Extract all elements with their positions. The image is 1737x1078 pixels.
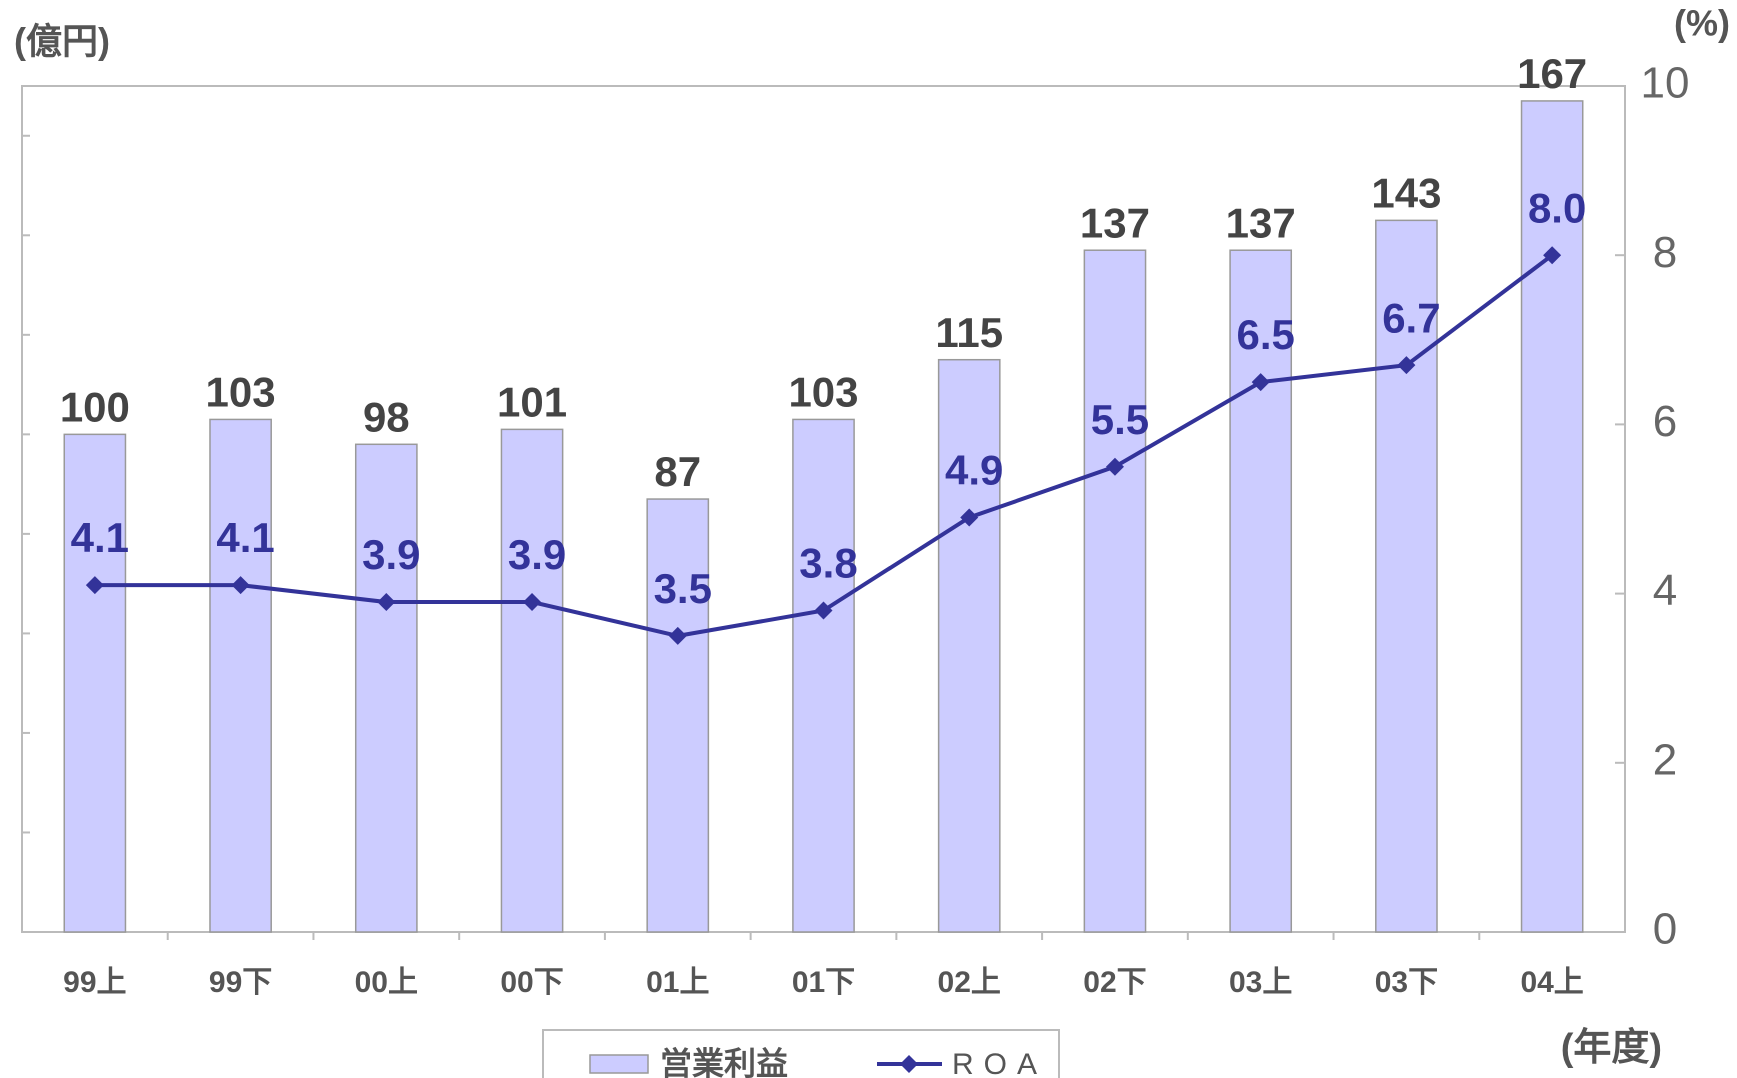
line-marker bbox=[1251, 373, 1270, 392]
bar bbox=[646, 498, 710, 933]
x-tick-label: 99下 bbox=[209, 966, 272, 999]
line-marker bbox=[377, 593, 396, 612]
line-value-label: 3.9 bbox=[508, 531, 566, 578]
x-tick-label: 04上 bbox=[1520, 966, 1583, 999]
y2-tick-label: 8 bbox=[1653, 228, 1677, 277]
y2-tick-label: 10 bbox=[1641, 59, 1690, 108]
y2-tick-label: 0 bbox=[1653, 905, 1677, 954]
line-marker bbox=[523, 593, 542, 612]
x-tick-label: 00上 bbox=[355, 966, 418, 999]
line-value-label: 6.5 bbox=[1236, 311, 1294, 358]
bar-value-label: 143 bbox=[1371, 169, 1441, 216]
legend-label: ROA bbox=[952, 1048, 1047, 1078]
bar-value-label: 167 bbox=[1517, 50, 1587, 97]
x-tick-label: 02下 bbox=[1083, 966, 1146, 999]
x-tick-label: 00下 bbox=[500, 966, 563, 999]
y2-tick-label: 2 bbox=[1653, 735, 1677, 784]
bar bbox=[209, 418, 272, 933]
bar-value-label: 100 bbox=[60, 383, 130, 430]
line-marker bbox=[1543, 246, 1562, 265]
bar bbox=[792, 418, 855, 933]
x-tick-label: 99上 bbox=[63, 966, 126, 999]
y2-unit: (%) bbox=[1674, 3, 1730, 44]
line-marker bbox=[1397, 356, 1416, 375]
line-value-label: 4.1 bbox=[216, 514, 274, 561]
y2-tick-label: 6 bbox=[1653, 397, 1677, 446]
bar bbox=[354, 443, 418, 933]
x-tick-label: 01上 bbox=[646, 966, 709, 999]
line-value-label: 3.9 bbox=[362, 531, 420, 578]
line-value-label: 4.9 bbox=[945, 447, 1003, 494]
legend-swatch bbox=[589, 1054, 649, 1074]
line-marker bbox=[814, 601, 833, 620]
bar-value-label: 103 bbox=[788, 369, 858, 416]
bar-value-label: 115 bbox=[935, 309, 1003, 356]
line-value-label: 6.7 bbox=[1382, 294, 1440, 341]
x-tick-label: 01下 bbox=[792, 966, 855, 999]
x-tick-label: 02上 bbox=[938, 966, 1001, 999]
x-tick-label: 03上 bbox=[1229, 966, 1292, 999]
line-value-label: 3.5 bbox=[654, 565, 712, 612]
line-value-label: 3.8 bbox=[799, 540, 857, 587]
bar-value-label: 103 bbox=[206, 369, 276, 416]
bar bbox=[1229, 249, 1293, 933]
bar-value-label: 101 bbox=[497, 378, 567, 425]
bar bbox=[500, 428, 564, 933]
line-marker bbox=[1105, 457, 1124, 476]
line-value-label: 4.1 bbox=[71, 514, 129, 561]
legend-label: 営業利益 bbox=[660, 1045, 788, 1078]
bar bbox=[937, 358, 1001, 933]
line-marker bbox=[85, 576, 104, 595]
line-marker bbox=[960, 508, 979, 527]
bar bbox=[1375, 219, 1438, 933]
bar bbox=[63, 433, 127, 933]
x-unit: (年度) bbox=[1561, 1027, 1662, 1069]
line-value-label: 8.0 bbox=[1528, 184, 1586, 231]
line-value-label: 5.5 bbox=[1091, 396, 1149, 443]
bar-value-label: 87 bbox=[654, 448, 701, 495]
bar-value-label: 137 bbox=[1080, 199, 1150, 246]
bar bbox=[1083, 249, 1147, 933]
bar-value-label: 137 bbox=[1226, 199, 1296, 246]
y-unit: (億円) bbox=[14, 21, 110, 62]
bar bbox=[1520, 100, 1584, 933]
bar-value-label: 98 bbox=[363, 393, 410, 440]
line-marker bbox=[231, 576, 250, 595]
line-marker bbox=[668, 626, 687, 645]
legend-marker bbox=[900, 1055, 918, 1073]
x-tick-label: 03下 bbox=[1375, 966, 1438, 999]
y2-tick-label: 4 bbox=[1653, 566, 1677, 615]
